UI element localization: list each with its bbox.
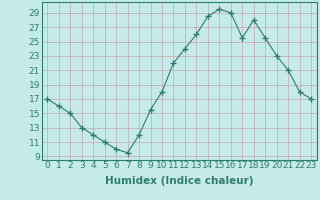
X-axis label: Humidex (Indice chaleur): Humidex (Indice chaleur) [105, 176, 253, 186]
